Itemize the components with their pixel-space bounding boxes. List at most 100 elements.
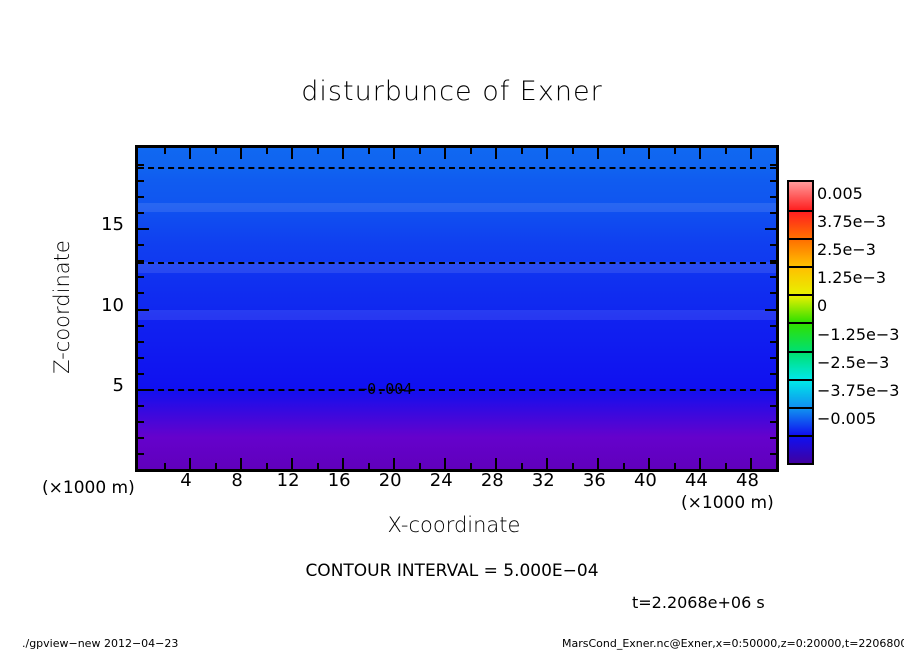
y-tick-label: 5 — [112, 374, 124, 396]
contour-value-label: −0.004 — [358, 379, 413, 398]
axis-tick — [648, 458, 651, 469]
axis-tick — [418, 148, 421, 154]
page-title: disturbunce of Exner — [301, 76, 603, 107]
colorbar-tick-label: −3.75e−3 — [817, 380, 900, 400]
axis-tick — [770, 292, 776, 295]
axis-tick — [622, 463, 625, 469]
axis-tick — [750, 148, 753, 159]
axis-tick — [765, 308, 776, 311]
x-tick-label: 4 — [180, 470, 192, 491]
axis-tick — [597, 458, 600, 469]
axis-tick — [138, 196, 144, 199]
shading-band — [138, 261, 776, 274]
y-tick-label: 15 — [101, 214, 124, 236]
x-tick-label: 16 — [327, 470, 351, 491]
axis-tick — [214, 463, 217, 469]
axis-tick — [648, 148, 651, 159]
axis-tick — [622, 148, 625, 154]
colorbar-segment — [789, 210, 812, 239]
colorbar-tick-label: −1.25e−3 — [817, 324, 900, 344]
colorbar-segment — [789, 378, 812, 407]
axis-tick — [770, 340, 776, 343]
axis-tick — [770, 276, 776, 279]
axis-tick — [138, 292, 144, 295]
axis-tick — [138, 260, 144, 263]
axis-tick — [138, 212, 144, 215]
axis-tick — [770, 212, 776, 215]
axis-tick — [770, 196, 776, 199]
colorbar-tick-label: 2.5e−3 — [817, 240, 876, 260]
axis-tick — [163, 463, 166, 469]
axis-tick — [770, 164, 776, 167]
axis-tick — [367, 463, 370, 469]
axis-tick — [316, 148, 319, 154]
axis-tick — [240, 458, 243, 469]
axis-tick — [393, 458, 396, 469]
axis-tick — [393, 148, 396, 159]
axis-tick — [138, 308, 149, 311]
x-tick-label: 28 — [480, 470, 504, 491]
x-tick-label: 36 — [582, 470, 606, 491]
colorbar-tick-label: 1.25e−3 — [817, 268, 887, 288]
axis-tick — [750, 458, 753, 469]
colorbar-segment — [789, 266, 812, 295]
axis-tick — [214, 148, 217, 154]
axis-tick — [367, 148, 370, 154]
axis-tick — [724, 463, 727, 469]
axis-tick — [469, 463, 472, 469]
axis-tick — [316, 463, 319, 469]
contour-interval-label: CONTOUR INTERVAL = 5.000E−04 — [305, 561, 599, 581]
axis-tick — [469, 148, 472, 154]
axis-tick — [495, 148, 498, 159]
axis-tick — [138, 180, 144, 183]
axis-tick — [138, 404, 144, 407]
axis-tick — [546, 458, 549, 469]
axis-tick — [138, 340, 144, 343]
contour-fill-canvas — [138, 148, 776, 469]
axis-tick — [770, 372, 776, 375]
axis-tick — [163, 148, 166, 154]
axis-tick — [138, 324, 144, 327]
axis-tick — [240, 148, 243, 159]
axis-tick — [571, 148, 574, 154]
axis-tick — [189, 458, 192, 469]
axis-tick — [770, 244, 776, 247]
axis-tick — [770, 436, 776, 439]
axis-tick — [138, 420, 144, 423]
colorbar-segment — [789, 238, 812, 267]
x-tick-label: 48 — [736, 470, 759, 491]
colorbar-tick-label: −2.5e−3 — [817, 352, 890, 372]
footer-source-label: MarsCond_Exner.nc@Exner,x=0:50000,z=0:20… — [562, 637, 904, 650]
axis-tick — [495, 458, 498, 469]
axis-tick — [699, 458, 702, 469]
contour-line — [138, 388, 776, 391]
axis-tick — [673, 148, 676, 154]
axis-tick — [546, 148, 549, 159]
axis-tick — [770, 324, 776, 327]
x-tick-label: 20 — [378, 470, 402, 491]
axis-tick — [770, 404, 776, 407]
axis-tick — [724, 148, 727, 154]
axis-tick — [138, 388, 149, 391]
colorbar-segment — [789, 294, 812, 323]
contour-line — [138, 261, 776, 264]
colorbar-segment — [789, 350, 812, 379]
axis-tick — [770, 420, 776, 423]
x-units-right-label: (×1000 m) — [681, 493, 774, 513]
axis-tick — [418, 463, 421, 469]
axis-tick — [342, 148, 345, 159]
axis-tick — [597, 148, 600, 159]
axis-tick — [342, 458, 345, 469]
shading-band — [138, 310, 776, 320]
plot-area: −0.004 — [135, 145, 779, 472]
axis-tick — [189, 148, 192, 159]
footer-command-label: ./gpview−new 2012−04−23 — [22, 637, 179, 650]
axis-tick — [291, 458, 294, 469]
x-axis-title: X-coordinate — [387, 513, 521, 537]
colorbar-segment — [789, 182, 812, 211]
colorbar-tick-label: 0.005 — [817, 184, 863, 204]
axis-tick — [571, 463, 574, 469]
axis-tick — [770, 260, 776, 263]
colorbar-tick-label: 0 — [817, 296, 828, 316]
axis-tick — [291, 148, 294, 159]
